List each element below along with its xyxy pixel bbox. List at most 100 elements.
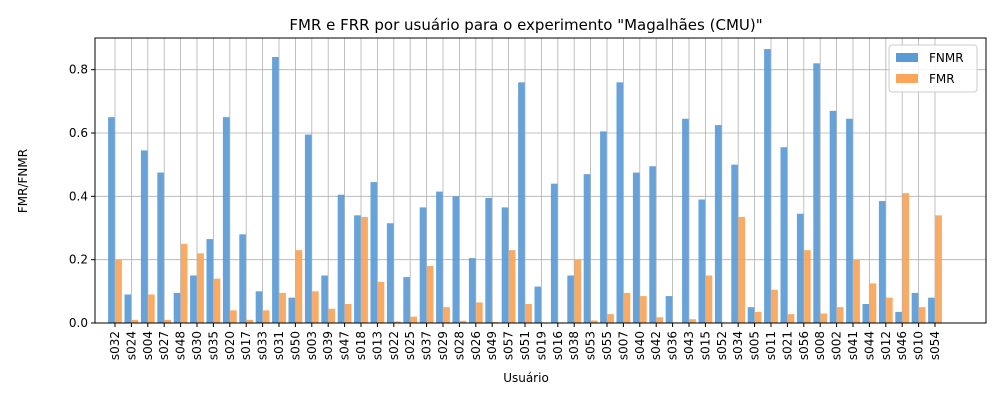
legend: FNMR FMR — [888, 44, 978, 93]
x-tick-label: s056 — [797, 331, 811, 360]
bar-fnmr-s008 — [813, 63, 820, 323]
bar-fmr-s035 — [213, 278, 221, 323]
legend-label-fnmr: FNMR — [929, 51, 964, 65]
y-tick-label: 0.6 — [69, 126, 88, 140]
x-tick-label: s012 — [879, 331, 893, 360]
bar-fmr-s004 — [148, 294, 155, 323]
bar-fnmr-s018 — [354, 215, 361, 323]
bar-fnmr-s029 — [436, 191, 443, 323]
bar-fmr-s021 — [787, 314, 795, 323]
bar-fnmr-s054 — [928, 297, 935, 323]
x-tick-label: s049 — [485, 331, 499, 360]
x-tick-label: s015 — [698, 331, 712, 360]
x-tick-label: s017 — [239, 331, 253, 360]
x-tick-label: s054 — [928, 331, 942, 360]
y-tick-label: 0.8 — [69, 63, 88, 77]
bar-fnmr-s025 — [403, 277, 410, 323]
x-tick-label: s040 — [633, 331, 647, 360]
bar-fnmr-s012 — [878, 201, 886, 323]
x-tick-label: s052 — [715, 331, 729, 360]
bar-fmr-s011 — [771, 289, 778, 323]
bar-fnmr-s022 — [386, 223, 394, 323]
x-tick-label: s037 — [420, 331, 434, 360]
bar-fnmr-s002 — [829, 110, 837, 323]
bar-fmr-s046 — [902, 193, 910, 323]
bar-fnmr-s021 — [780, 147, 788, 323]
x-tick-label: s011 — [764, 331, 778, 360]
bar-fmr-s055 — [607, 314, 614, 323]
bar-fnmr-s016 — [550, 183, 558, 323]
x-tick-label: s038 — [567, 331, 581, 360]
x-tick-label: s008 — [813, 331, 827, 360]
x-tick-label: s046 — [895, 331, 909, 360]
bar-fnmr-s055 — [600, 131, 607, 323]
x-tick-label: s034 — [731, 331, 745, 360]
chart-title: FMR e FRR por usuário para o experimento… — [289, 16, 762, 34]
bar-fnmr-s052 — [714, 125, 722, 323]
x-tick-label: s018 — [354, 331, 368, 360]
bar-fmr-s002 — [836, 307, 844, 323]
bar-fmr-s013 — [377, 281, 385, 323]
bar-fnmr-s013 — [370, 182, 378, 323]
x-tick-label: s032 — [108, 331, 122, 360]
bar-fmr-s041 — [853, 259, 860, 323]
bar-fnmr-s007 — [616, 82, 624, 323]
bar-fnmr-s024 — [124, 294, 132, 323]
x-tick-label: s041 — [846, 331, 860, 360]
bar-fnmr-s027 — [157, 172, 164, 323]
x-tick-label: s004 — [141, 331, 155, 360]
bar-fnmr-s039 — [321, 275, 328, 323]
x-tick-label: s026 — [469, 331, 483, 360]
bar-fnmr-s040 — [632, 172, 640, 323]
x-tick-label: s005 — [748, 331, 762, 360]
x-tick-label: s031 — [272, 331, 286, 360]
x-tick-label: s055 — [600, 331, 614, 360]
x-tick-label: s053 — [584, 331, 598, 360]
x-tick-label: s020 — [223, 331, 237, 360]
y-tick-label: 0.2 — [69, 253, 88, 267]
bar-fnmr-s044 — [862, 304, 870, 323]
y-axis-label: FMR/FNMR — [16, 149, 30, 213]
x-tick-label: s036 — [666, 331, 680, 360]
bar-fmr-s026 — [476, 302, 483, 323]
bar-fnmr-s051 — [518, 82, 525, 323]
x-tick-label: s002 — [830, 331, 844, 360]
bar-fnmr-s038 — [567, 275, 574, 323]
x-tick-label: s030 — [190, 331, 204, 360]
bar-fmr-s012 — [886, 297, 893, 323]
bar-fnmr-s047 — [337, 194, 345, 323]
y-tick-label: 0.0 — [69, 316, 88, 330]
x-tick-label: s050 — [288, 331, 302, 360]
bar-fmr-s050 — [295, 250, 303, 323]
bar-fnmr-s032 — [108, 117, 115, 324]
bar-fnmr-s031 — [272, 57, 279, 323]
bars-layer — [108, 49, 942, 324]
x-tick-label: s043 — [682, 331, 696, 360]
legend-label-fmr: FMR — [929, 72, 955, 86]
x-tick-label: s027 — [157, 331, 171, 360]
bar-fmr-s020 — [230, 310, 237, 323]
bar-fnmr-s033 — [255, 291, 263, 323]
x-tick-label: s003 — [305, 331, 319, 360]
bar-fmr-s028 — [459, 320, 467, 323]
x-tick-label: s033 — [256, 331, 270, 360]
bar-fmr-s047 — [344, 304, 352, 323]
bar-fnmr-s042 — [649, 166, 656, 323]
bar-fmr-s057 — [508, 250, 516, 323]
bar-fmr-s031 — [279, 292, 286, 323]
bar-fmr-s048 — [180, 243, 188, 323]
bar-fmr-s051 — [525, 304, 532, 323]
bar-fmr-s018 — [361, 216, 368, 323]
bar-fnmr-s049 — [485, 197, 492, 323]
bar-fnmr-s010 — [911, 292, 919, 323]
bar-fmr-s008 — [820, 313, 828, 323]
bar-fnmr-s043 — [682, 118, 689, 323]
bar-fnmr-s041 — [846, 118, 853, 323]
bar-fmr-s044 — [869, 283, 877, 323]
bar-fmr-s056 — [804, 250, 811, 323]
bar-fmr-s015 — [705, 275, 713, 323]
bar-fmr-s025 — [410, 316, 418, 323]
bar-fmr-s053 — [590, 320, 598, 323]
